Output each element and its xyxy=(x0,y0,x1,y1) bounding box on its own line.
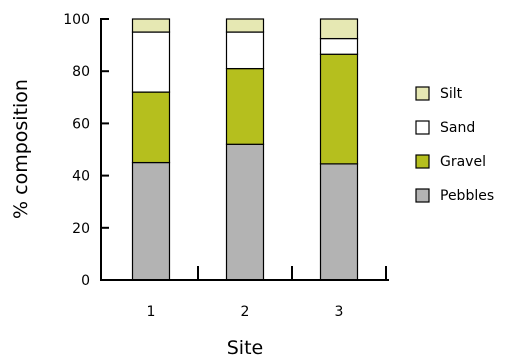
y-tick-label: 20 xyxy=(72,221,90,237)
bar-segment-gravel xyxy=(225,67,265,145)
x-tick-label: 3 xyxy=(335,304,344,320)
y-tick-label: 80 xyxy=(72,64,90,80)
bar-site-2 xyxy=(225,18,265,281)
bar-segment-pebbles xyxy=(225,143,265,281)
bar-segment-gravel xyxy=(131,91,171,164)
bar-segment-sand xyxy=(319,37,359,55)
x-axis-title: Site xyxy=(227,337,263,359)
legend: Silt Sand Gravel Pebbles xyxy=(415,86,494,204)
x-tick-label: 1 xyxy=(147,304,156,320)
bar-segment-pebbles xyxy=(319,163,359,281)
y-tick-label: 60 xyxy=(72,116,90,132)
axes xyxy=(100,18,389,281)
y-tick-label: 0 xyxy=(81,273,90,289)
legend-swatch xyxy=(415,120,430,135)
y-axis-title: % composition xyxy=(10,79,32,219)
bar-segment-sand xyxy=(131,31,171,93)
bar-segment-silt xyxy=(131,18,171,33)
legend-label: Sand xyxy=(440,120,475,136)
y-tick-label: 40 xyxy=(72,169,90,185)
bar-segment-gravel xyxy=(319,53,359,165)
legend-label: Gravel xyxy=(440,154,486,170)
legend-item-sand: Sand xyxy=(415,120,475,136)
legend-item-silt: Silt xyxy=(415,86,463,102)
bar-segment-silt xyxy=(225,18,265,33)
bar-segment-pebbles xyxy=(131,161,171,281)
x-tick-label: 2 xyxy=(241,304,250,320)
bar-site-1 xyxy=(131,18,171,281)
plot-area xyxy=(131,18,359,281)
legend-item-gravel: Gravel xyxy=(415,154,486,170)
bar-site-3 xyxy=(319,18,359,281)
y-ticks: 0 20 40 60 80 100 xyxy=(63,12,109,289)
legend-swatch xyxy=(415,86,430,101)
bar-segment-sand xyxy=(225,31,265,70)
legend-swatch xyxy=(415,188,430,203)
legend-label: Pebbles xyxy=(440,188,494,204)
y-tick-label: 100 xyxy=(63,12,90,28)
legend-swatch xyxy=(415,154,430,169)
x-ticks: 1 2 3 xyxy=(147,266,387,320)
legend-item-pebbles: Pebbles xyxy=(415,188,494,204)
legend-label: Silt xyxy=(440,86,463,102)
bar-segment-silt xyxy=(319,18,359,40)
